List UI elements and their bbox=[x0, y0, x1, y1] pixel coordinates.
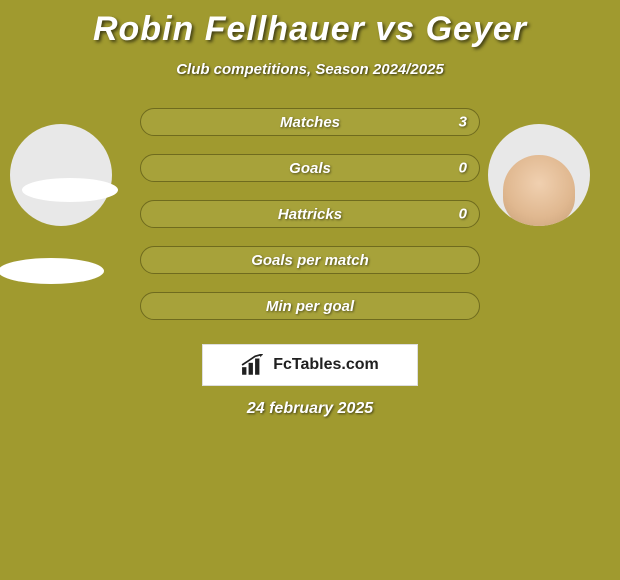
stat-label: Matches bbox=[280, 114, 340, 131]
stat-bar: Goals 0 bbox=[140, 154, 480, 182]
stat-bar: Goals per match bbox=[140, 246, 480, 274]
page-title: Robin Fellhauer vs Geyer bbox=[0, 0, 620, 49]
player-avatar-left bbox=[10, 124, 112, 226]
avatar-face bbox=[503, 155, 574, 226]
decorative-oval bbox=[0, 258, 104, 284]
stat-value: 3 bbox=[459, 114, 467, 131]
stat-label: Goals per match bbox=[251, 252, 369, 269]
stats-container: Matches 3 Goals 0 Hattricks 0 Goals per match M… bbox=[140, 108, 480, 320]
footer-date: 24 february 2025 bbox=[0, 400, 620, 418]
stat-label: Goals bbox=[289, 160, 331, 177]
stat-bar: Matches 3 bbox=[140, 108, 480, 136]
stat-value: 0 bbox=[459, 206, 467, 223]
decorative-oval bbox=[22, 178, 118, 202]
stat-label: Min per goal bbox=[266, 298, 354, 315]
player-avatar-right bbox=[488, 124, 590, 226]
stat-bar: Hattricks 0 bbox=[140, 200, 480, 228]
page-subtitle: Club competitions, Season 2024/2025 bbox=[0, 61, 620, 78]
logo-text: FcTables.com bbox=[273, 356, 379, 374]
bar-chart-icon bbox=[241, 354, 267, 376]
logo-fctables: FcTables.com bbox=[202, 344, 418, 386]
stat-value: 0 bbox=[459, 160, 467, 177]
stat-bar: Min per goal bbox=[140, 292, 480, 320]
stat-label: Hattricks bbox=[278, 206, 342, 223]
